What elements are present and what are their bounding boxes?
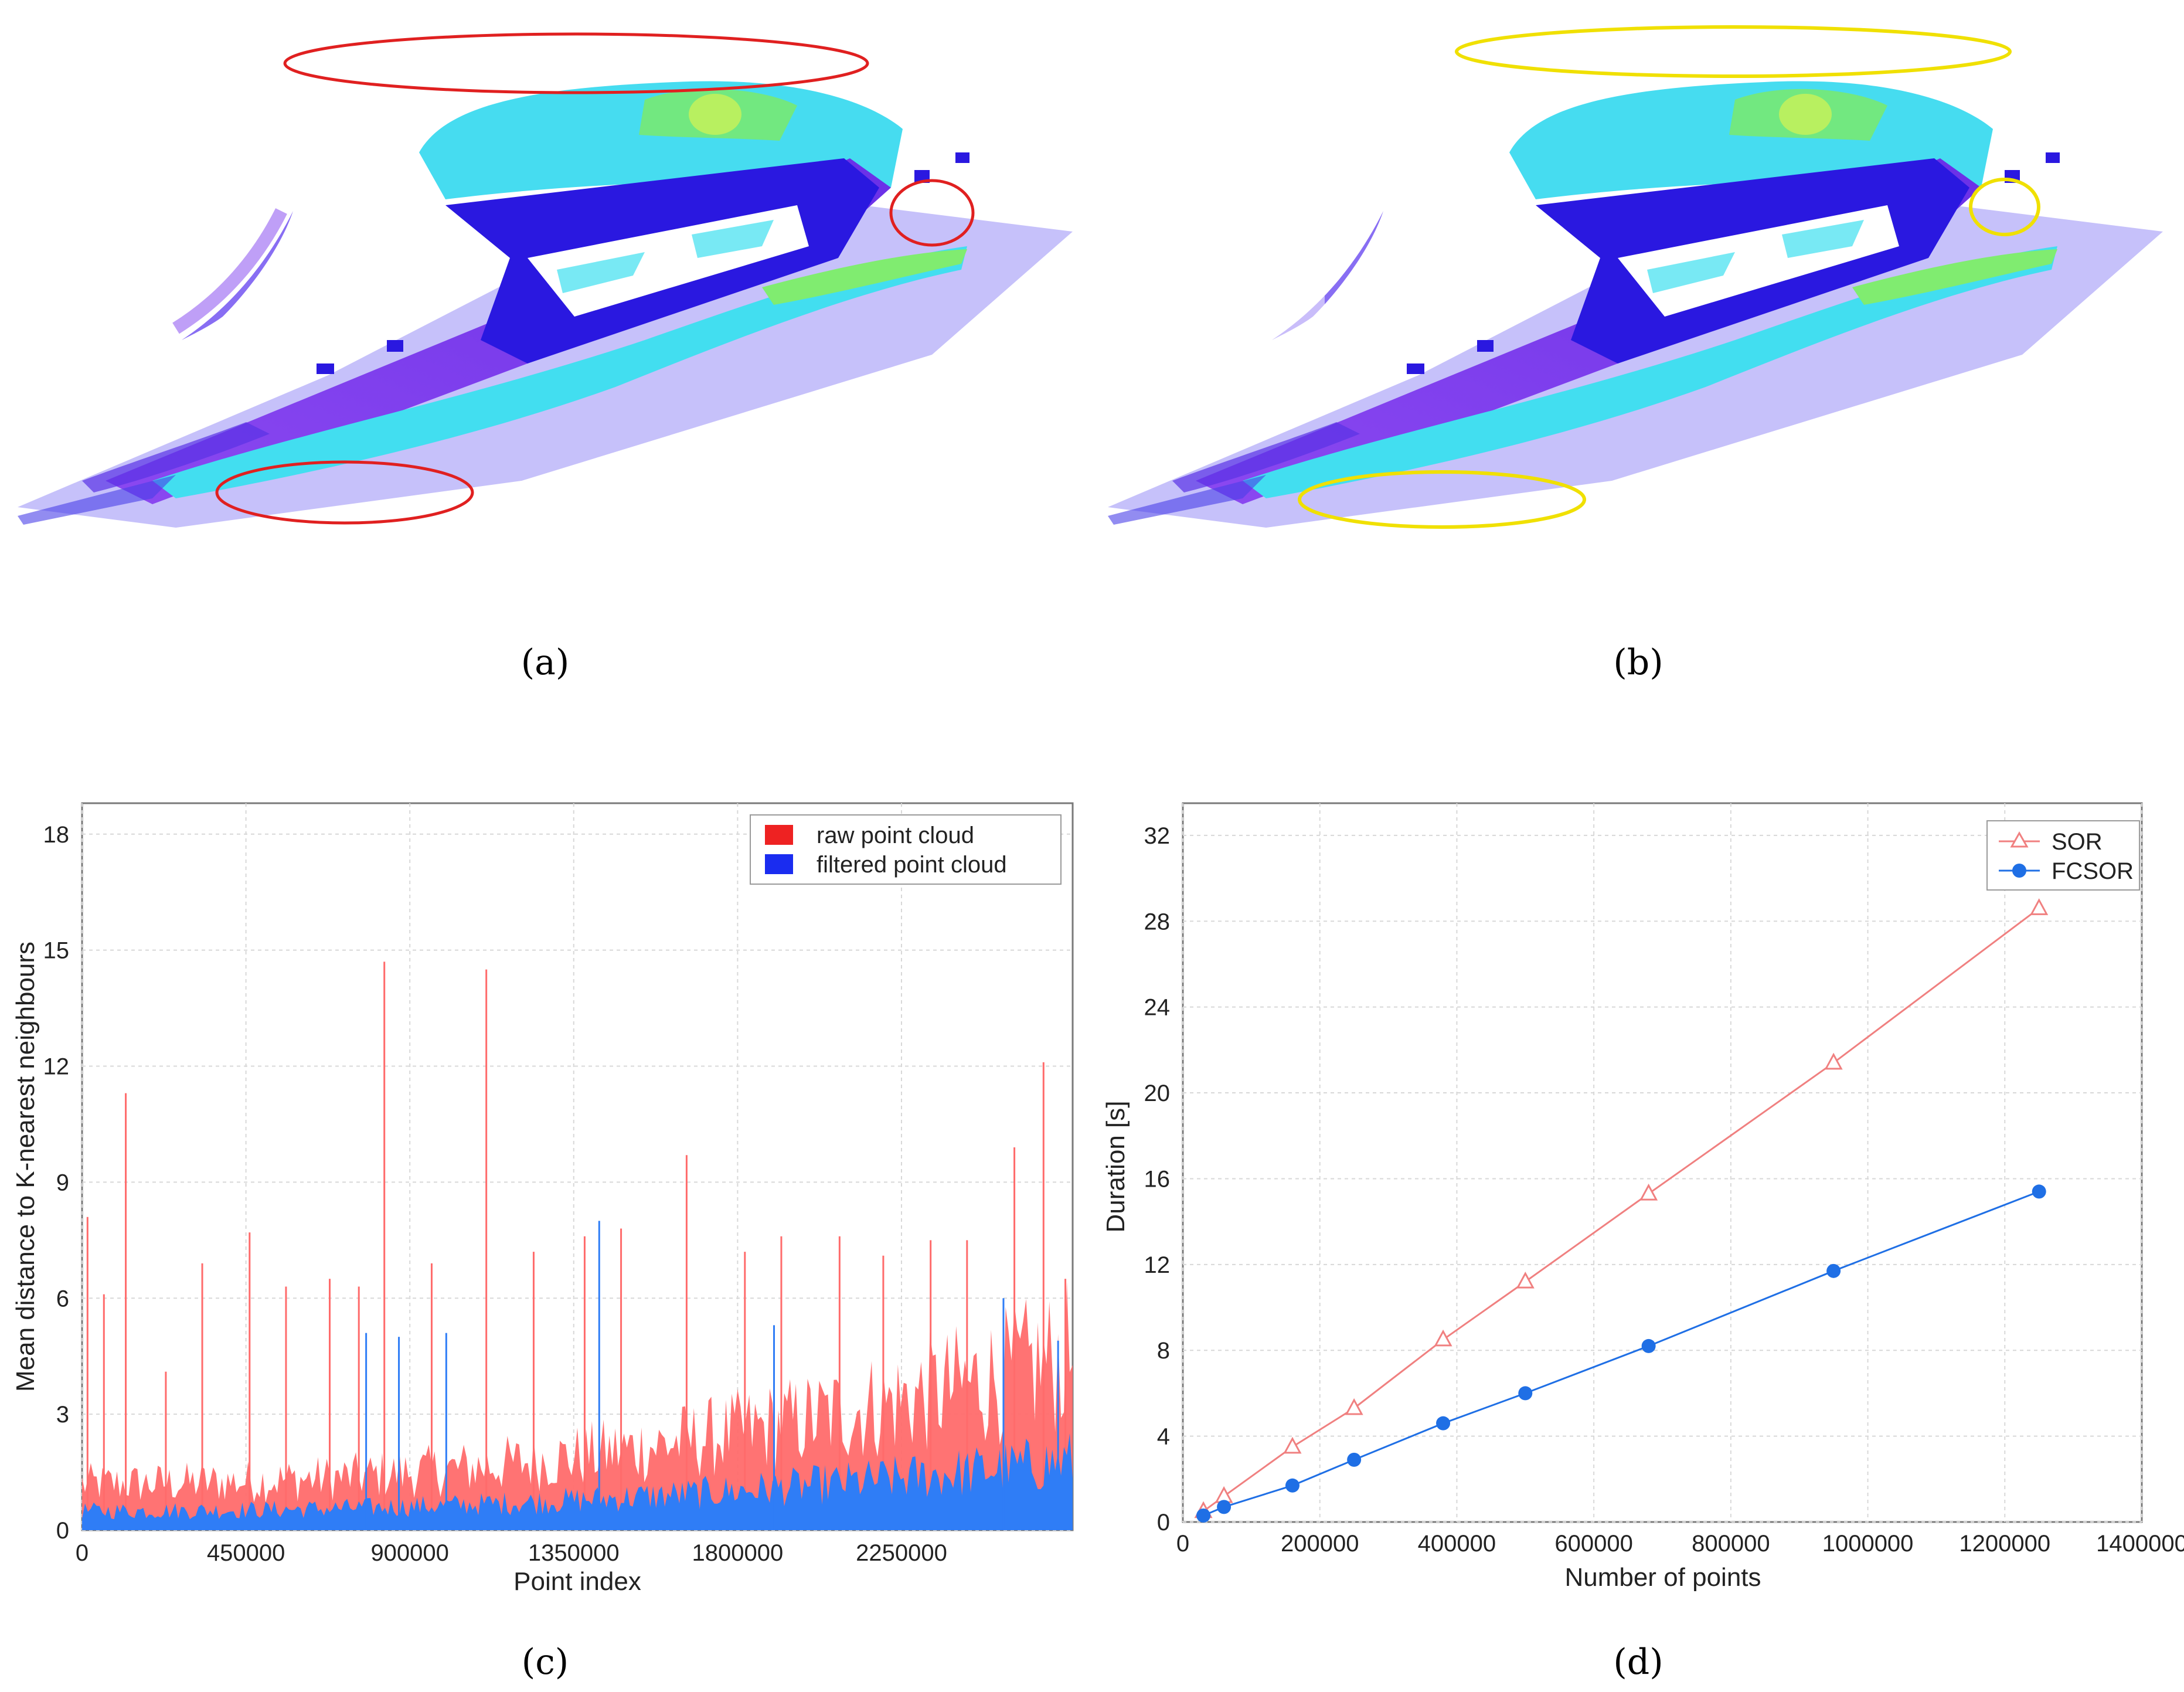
chart-c-xlabel: Point index xyxy=(513,1567,641,1596)
chart-d-ytick-label: 28 xyxy=(1144,909,1171,935)
chart-c-xtick-label: 900000 xyxy=(370,1540,448,1566)
chart-d-xtick-label: 600000 xyxy=(1554,1531,1632,1557)
chart-c-ytick-label: 9 xyxy=(56,1170,69,1195)
chart-d-ticks: 0 200000 400000 600000 800000 1000000 1200000 1… xyxy=(1144,823,2184,1557)
chart-c-xtick-label: 0 xyxy=(76,1540,89,1566)
chart-d-ytick-label: 12 xyxy=(1144,1252,1171,1278)
legend-label-fcsor: FCSOR xyxy=(2052,858,2134,884)
chart-d-point-fcsor xyxy=(1436,1416,1451,1431)
chart-d-grid xyxy=(1182,803,2142,1523)
chart-c-xtick-label: 450000 xyxy=(207,1540,285,1566)
chart-d-ytick-label: 4 xyxy=(1157,1424,1170,1450)
chart-d-ylabel: Duration [s] xyxy=(1101,1101,1130,1233)
red-ellipse-top xyxy=(283,32,869,94)
legend-label-filtered: filtered point cloud xyxy=(817,852,1007,878)
chart-d-point-fcsor xyxy=(2032,1184,2046,1199)
chart-d-point-fcsor xyxy=(1196,1508,1211,1523)
chart-d-point-sor xyxy=(1434,1329,1452,1347)
chart-d-point-sor xyxy=(1345,1398,1363,1415)
chart-d-point-sor xyxy=(1283,1436,1302,1454)
chart-d-data xyxy=(1194,898,2049,1523)
chart-d-legend-box xyxy=(1986,820,2140,891)
chart-c-ytick-label: 3 xyxy=(56,1402,69,1428)
panel-b-label: (b) xyxy=(1613,642,1663,683)
panel-d-label: (d) xyxy=(1613,1642,1663,1683)
panel-a: (a) xyxy=(18,32,1073,683)
chart-c-ytick-label: 15 xyxy=(43,938,70,964)
chart-c-ylabel: Mean distance to K-nearest neighbours xyxy=(11,942,40,1392)
chart-c-area-filtered xyxy=(82,1433,1073,1530)
chart-d-point-fcsor xyxy=(1347,1452,1362,1467)
sparse-arc-outlier xyxy=(172,208,287,334)
chart-d-ytick-label: 0 xyxy=(1157,1510,1170,1535)
chart-d-xtick-label: 1400000 xyxy=(2096,1531,2184,1557)
red-ellipse-bottom xyxy=(215,460,474,525)
chart-c-ytick-label: 0 xyxy=(56,1518,69,1544)
legend-marker-sor xyxy=(2010,831,2029,848)
chart-c-ytick-label: 18 xyxy=(43,822,70,848)
yellow-ellipse-right xyxy=(1969,178,2040,236)
chart-d-xtick-label: 200000 xyxy=(1281,1531,1359,1557)
chart-c-legend-box xyxy=(750,814,1062,885)
chart-d-point-sor xyxy=(1824,1052,1843,1070)
legend-label-raw: raw point cloud xyxy=(817,823,974,848)
chart-d-point-sor xyxy=(2030,898,2049,915)
legend-swatch-raw xyxy=(765,825,793,845)
chart-c-xtick-label: 1350000 xyxy=(528,1540,620,1566)
chart-d-xtick-label: 1200000 xyxy=(1959,1531,2050,1557)
chart-d-point-fcsor xyxy=(1285,1478,1299,1493)
panel-c-label: (c) xyxy=(522,1642,569,1683)
point-cloud-raw-image xyxy=(18,81,1073,528)
chart-d-ytick-label: 24 xyxy=(1144,995,1171,1021)
chart-d-point-fcsor xyxy=(1641,1338,1656,1353)
panel-a-label: (a) xyxy=(521,642,570,683)
yellow-ellipse-top xyxy=(1455,25,2012,78)
legend-marker-fcsor xyxy=(2012,864,2026,878)
chart-d-xtick-label: 800000 xyxy=(1692,1531,1770,1557)
chart-d-xtick-label: 1000000 xyxy=(1822,1531,1914,1557)
chart-d-point-fcsor xyxy=(1518,1386,1533,1401)
chart-d-duration: 0 200000 400000 600000 800000 1000000 1200000 1… xyxy=(1101,802,2184,1683)
legend-label-sor: SOR xyxy=(2052,829,2103,855)
chart-d-ytick-label: 20 xyxy=(1144,1081,1171,1106)
chart-c-xtick-label: 2250000 xyxy=(856,1540,947,1566)
chart-d-ytick-label: 32 xyxy=(1144,823,1171,849)
chart-d-point-fcsor xyxy=(1217,1500,1232,1514)
legend-swatch-filtered xyxy=(765,854,793,874)
chart-d-xtick-label: 400000 xyxy=(1418,1531,1496,1557)
chart-c-ticks: 0 450000 900000 1350000 1800000 2250000 0 3 6 9 12… xyxy=(43,822,947,1566)
chart-c-data xyxy=(82,961,1073,1530)
chart-c-ytick-label: 6 xyxy=(56,1286,69,1312)
chart-d-legend: SOR FCSOR xyxy=(1986,820,2140,891)
panel-b: (b) xyxy=(1090,25,2163,683)
chart-c-xtick-label: 1800000 xyxy=(692,1540,784,1566)
chart-d-xlabel: Number of points xyxy=(1564,1563,1761,1592)
chart-c-knn-distance: 0 450000 900000 1350000 1800000 2250000 0 3 6 9 12… xyxy=(11,802,1074,1683)
chart-d-point-sor xyxy=(1639,1183,1658,1201)
chart-d-point-sor xyxy=(1516,1271,1535,1289)
chart-c-ytick-label: 12 xyxy=(43,1054,70,1080)
removed-outlier-region xyxy=(1090,176,1325,352)
chart-d-ytick-label: 16 xyxy=(1144,1166,1171,1192)
chart-d-xtick-label: 0 xyxy=(1176,1531,1189,1557)
chart-d-ytick-label: 8 xyxy=(1157,1338,1170,1364)
red-ellipse-right xyxy=(889,179,975,247)
chart-d-point-fcsor xyxy=(1826,1263,1841,1278)
chart-d-plot-area xyxy=(1182,802,2143,1523)
chart-c-legend: raw point cloud filtered point cloud xyxy=(750,814,1062,885)
yellow-ellipse-bottom xyxy=(1298,470,1586,529)
